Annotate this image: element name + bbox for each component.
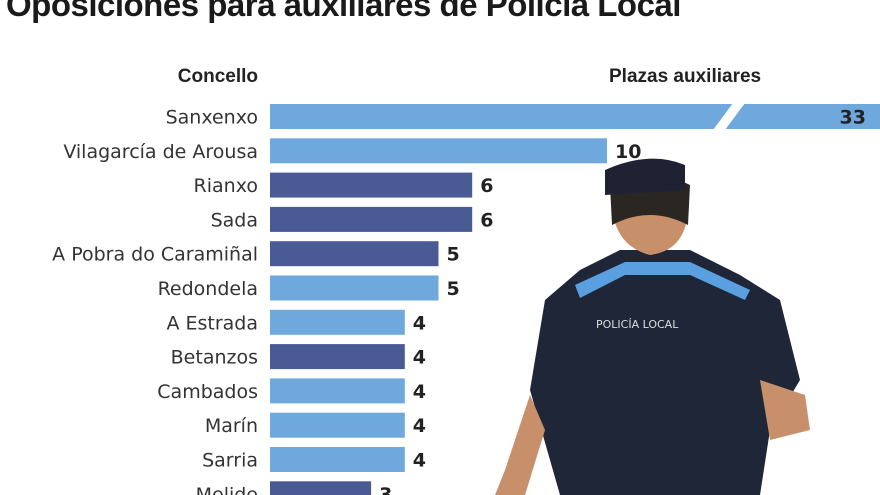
bar [270,344,405,370]
chart-title: Oposiciones para auxiliares de Policía L… [6,0,681,23]
category-label: A Estrada [166,312,258,334]
category-label: Sada [211,209,258,231]
value-header: Plazas auxiliares [609,66,762,87]
value-label: 4 [413,347,426,369]
category-label: Cambados [157,381,258,403]
category-label: Marín [205,415,258,437]
category-label: Vilagarcía de Arousa [63,141,258,163]
bar [270,275,439,301]
bar [270,378,405,404]
category-label: A Pobra do Caramiñal [52,244,258,266]
value-label: 4 [413,381,426,403]
category-label: Redondela [158,278,258,300]
bar [270,104,880,129]
value-label: 33 [840,107,866,129]
bar [270,241,439,267]
bar [270,481,372,495]
bar [270,138,607,164]
category-label: Sarria [202,450,258,472]
value-label: 3 [379,484,392,495]
value-label: 10 [615,141,641,163]
value-label: 6 [480,175,493,197]
value-label: 6 [480,209,493,231]
bar [270,309,405,335]
category-label: Sanxenxo [166,107,258,129]
bar [270,206,473,232]
police-officer-photo: POLICÍA LOCAL [495,158,810,495]
value-label: 4 [413,312,426,334]
value-label: 4 [413,415,426,437]
category-label: Melide [196,484,258,495]
uniform-text: POLICÍA LOCAL [596,318,679,331]
category-header: Concello [177,66,258,87]
bar [270,412,405,438]
category-label: Rianxo [194,175,258,197]
axis-break-mark [713,103,745,130]
bar [270,172,473,198]
bar [270,447,405,472]
category-label: Betanzos [171,347,258,369]
value-label: 5 [447,278,460,300]
value-label: 5 [447,244,460,266]
value-label: 4 [413,450,426,472]
